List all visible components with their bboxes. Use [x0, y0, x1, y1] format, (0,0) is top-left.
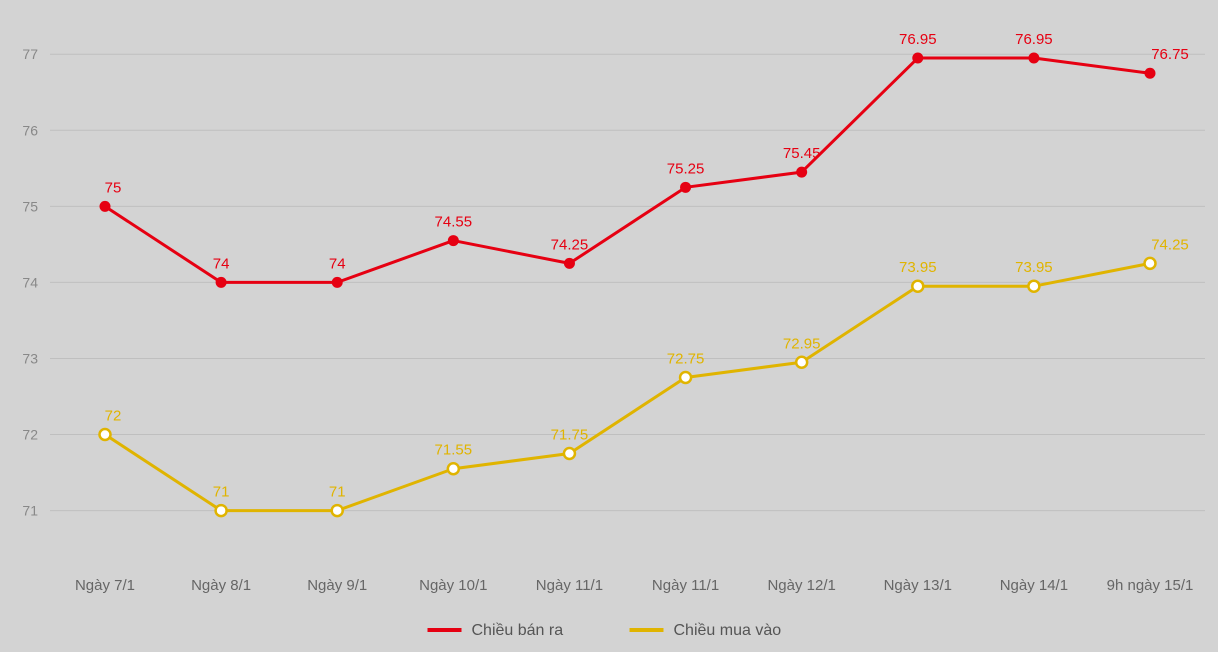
data-point	[1028, 281, 1039, 292]
svg-text:74: 74	[22, 274, 38, 290]
x-axis-label: Ngày 12/1	[767, 577, 835, 594]
data-point	[912, 53, 923, 64]
x-axis-label: 9h ngày 15/1	[1107, 577, 1194, 594]
data-point	[680, 372, 691, 383]
data-point	[1028, 53, 1039, 64]
data-point	[796, 357, 807, 368]
x-axis-label: Ngày 8/1	[191, 577, 251, 594]
data-label: 74.25	[1151, 236, 1189, 253]
data-point	[216, 505, 227, 516]
svg-text:71: 71	[22, 503, 38, 519]
data-point	[1145, 68, 1156, 79]
legend-label: Chiều mua vào	[674, 622, 782, 639]
data-label: 71	[329, 484, 346, 501]
data-label: 75.45	[783, 145, 821, 162]
data-label: 72.75	[667, 350, 705, 367]
data-label: 75	[105, 179, 122, 196]
x-axis-label: Ngày 10/1	[419, 577, 487, 594]
data-label: 71	[213, 484, 230, 501]
svg-text:77: 77	[22, 46, 38, 62]
data-point	[796, 167, 807, 178]
data-label: 73.95	[1015, 259, 1053, 276]
svg-text:75: 75	[22, 198, 38, 214]
data-point	[332, 505, 343, 516]
data-label: 75.25	[667, 160, 705, 177]
x-axis-label: Ngày 14/1	[1000, 577, 1068, 594]
data-point	[332, 277, 343, 288]
svg-text:73: 73	[22, 350, 38, 366]
data-label: 73.95	[899, 259, 937, 276]
svg-text:76: 76	[22, 122, 38, 138]
x-axis-label: Ngày 13/1	[884, 577, 952, 594]
x-axis-label: Ngày 9/1	[307, 577, 367, 594]
data-label: 71.75	[551, 427, 589, 444]
data-point	[448, 463, 459, 474]
svg-text:72: 72	[22, 427, 38, 443]
data-point	[912, 281, 923, 292]
legend-label: Chiều bán ra	[472, 622, 564, 639]
x-axis-label: Ngày 11/1	[652, 577, 719, 594]
data-label: 72	[105, 408, 122, 425]
data-point	[216, 277, 227, 288]
x-axis-label: Ngày 11/1	[536, 577, 603, 594]
data-point	[1145, 258, 1156, 269]
chart-svg: 71 72 73 74 75 76 77 Ngày 7/1 Ngày 8/1 Ngày 9/1 Ng…	[0, 0, 1218, 652]
data-point	[564, 448, 575, 459]
price-line-chart: 71 72 73 74 75 76 77 Ngày 7/1 Ngày 8/1 Ngày 9/1 Ng…	[0, 0, 1218, 652]
data-point	[680, 182, 691, 193]
data-label: 76.75	[1151, 46, 1189, 63]
data-label: 76.95	[899, 31, 937, 48]
data-label: 74.25	[551, 236, 589, 253]
data-label: 74	[213, 255, 230, 272]
data-point	[100, 201, 111, 212]
data-label: 74	[329, 255, 346, 272]
data-label: 71.55	[435, 442, 473, 459]
data-point	[100, 429, 111, 440]
data-point	[564, 258, 575, 269]
data-label: 74.55	[435, 214, 473, 231]
data-label: 76.95	[1015, 31, 1053, 48]
data-label: 72.95	[783, 335, 821, 352]
data-point	[448, 235, 459, 246]
x-axis-label: Ngày 7/1	[75, 577, 135, 594]
